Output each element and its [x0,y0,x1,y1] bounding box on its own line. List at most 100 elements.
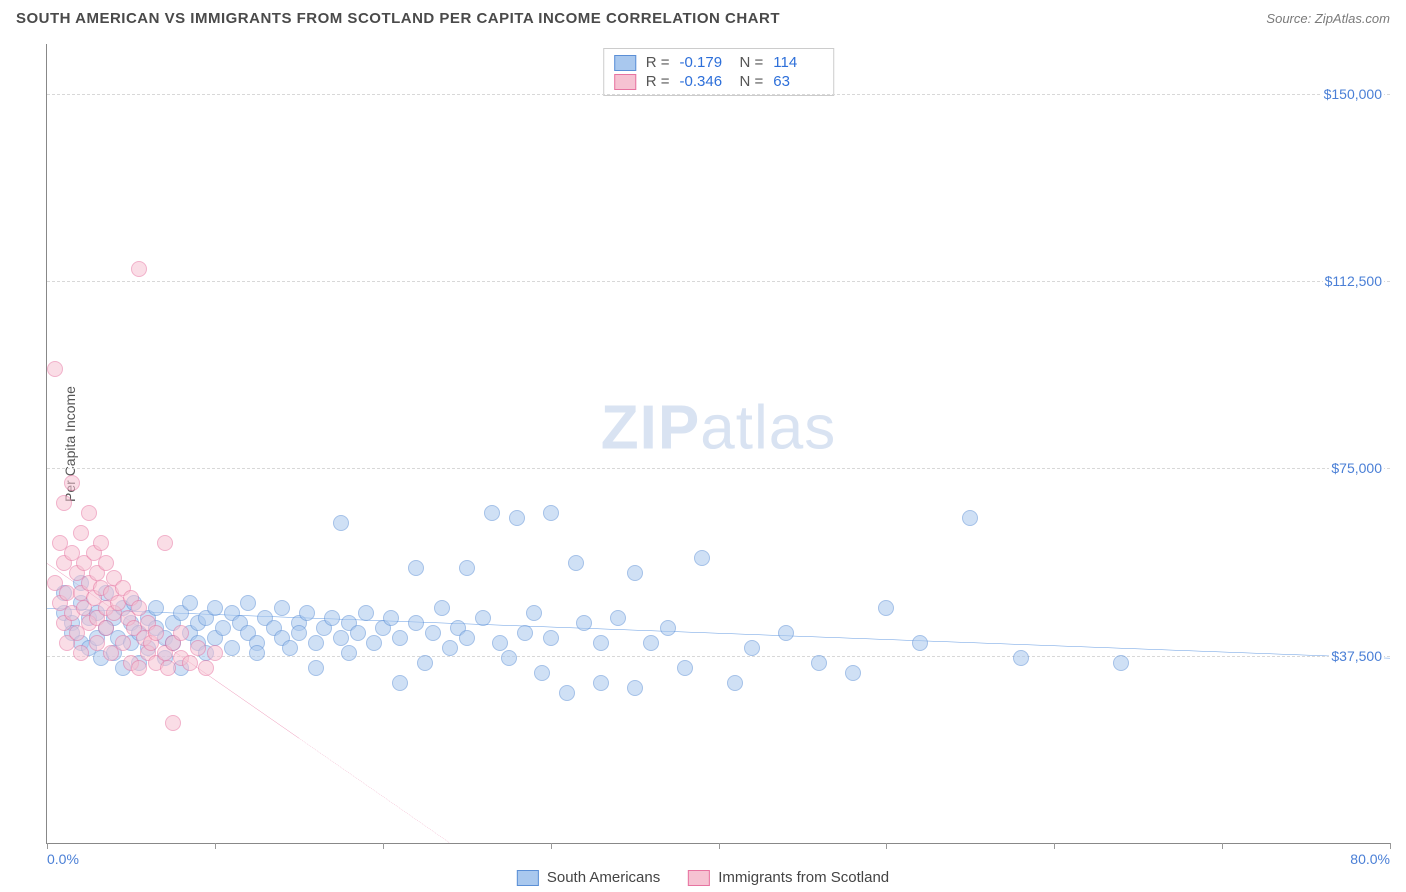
plot-region: ZIPatlas R =-0.179N =114R =-0.346N =63 $… [46,44,1390,844]
data-point [190,640,206,656]
data-point [559,685,575,701]
r-label: R = [646,54,670,71]
data-point [845,665,861,681]
data-point [509,510,525,526]
data-point [182,595,198,611]
watermark: ZIPatlas [601,392,836,463]
data-point [240,595,256,611]
gridline [47,281,1390,282]
data-point [249,645,265,661]
data-point [291,625,307,641]
legend-swatch [688,870,710,886]
data-point [434,600,450,616]
x-tick [886,843,887,849]
data-point [274,600,290,616]
data-point [160,660,176,676]
data-point [694,550,710,566]
x-tick [1390,843,1391,849]
legend-label: South Americans [547,869,660,886]
legend-item: Immigrants from Scotland [688,869,889,886]
data-point [593,675,609,691]
data-point [492,635,508,651]
data-point [543,630,559,646]
data-point [207,645,223,661]
data-point [341,645,357,661]
data-point [811,655,827,671]
y-tick-label: $37,500 [1329,648,1384,664]
gridline [47,94,1390,95]
series-swatch [614,55,636,71]
x-tick [383,843,384,849]
data-point [576,615,592,631]
series-swatch [614,74,636,90]
data-point [56,495,72,511]
data-point [131,660,147,676]
correlation-stats-box: R =-0.179N =114R =-0.346N =63 [603,48,835,96]
x-tick [47,843,48,849]
x-tick [551,843,552,849]
data-point [517,625,533,641]
data-point [392,675,408,691]
data-point [392,630,408,646]
data-point [350,625,366,641]
data-point [131,261,147,277]
data-point [308,660,324,676]
data-point [215,620,231,636]
data-point [207,600,223,616]
data-point [727,675,743,691]
n-value: 63 [773,73,823,90]
chart-area: Per Capita Income ZIPatlas R =-0.179N =1… [46,44,1390,844]
data-point [224,640,240,656]
legend-swatch [517,870,539,886]
x-tick-label: 0.0% [47,851,79,867]
chart-title: SOUTH AMERICAN VS IMMIGRANTS FROM SCOTLA… [16,10,780,27]
trend-lines [47,44,1390,843]
n-label: N = [740,73,764,90]
data-point [47,361,63,377]
data-point [442,640,458,656]
data-point [568,555,584,571]
data-point [459,630,475,646]
y-tick-label: $75,000 [1329,460,1384,476]
data-point [81,505,97,521]
n-value: 114 [773,54,823,71]
data-point [660,620,676,636]
legend-item: South Americans [517,869,660,886]
data-point [358,605,374,621]
data-point [526,605,542,621]
data-point [383,610,399,626]
data-point [627,680,643,696]
data-point [677,660,693,676]
data-point [148,600,164,616]
data-point [408,560,424,576]
data-point [173,625,189,641]
r-value: -0.346 [680,73,730,90]
data-point [324,610,340,626]
data-point [408,615,424,631]
data-point [73,645,89,661]
n-label: N = [740,54,764,71]
data-point [912,635,928,651]
data-point [962,510,978,526]
data-point [543,505,559,521]
x-tick [215,843,216,849]
data-point [182,655,198,671]
data-point [425,625,441,641]
x-tick-label: 80.0% [1350,851,1390,867]
data-point [333,630,349,646]
data-point [282,640,298,656]
data-point [73,525,89,541]
data-point [878,600,894,616]
data-point [417,655,433,671]
data-point [610,610,626,626]
x-tick [719,843,720,849]
data-point [64,475,80,491]
data-point [484,505,500,521]
data-point [475,610,491,626]
stats-row: R =-0.346N =63 [614,72,824,91]
data-point [198,660,214,676]
data-point [165,715,181,731]
data-point [778,625,794,641]
data-point [157,535,173,551]
data-point [534,665,550,681]
